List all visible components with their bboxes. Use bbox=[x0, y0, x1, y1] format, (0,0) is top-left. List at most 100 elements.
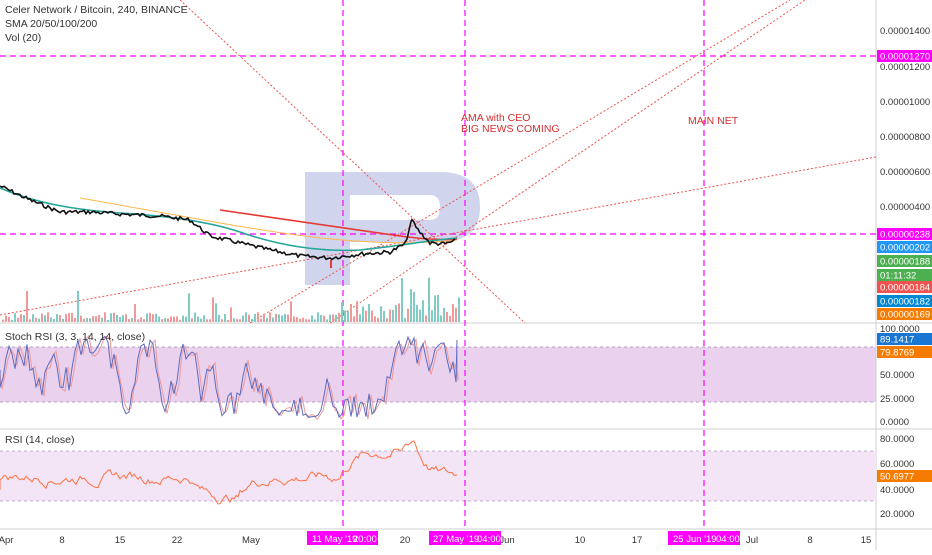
time-marker-jun25: 25 Jun '19 04:00 bbox=[668, 531, 740, 545]
volume-bar bbox=[254, 313, 256, 322]
volume-bar bbox=[86, 318, 88, 322]
volume-bar bbox=[146, 313, 148, 322]
volume-bar bbox=[56, 314, 58, 322]
volume-bars bbox=[2, 277, 460, 322]
price-tick: 0.00000600 bbox=[880, 167, 930, 178]
volume-bar bbox=[125, 314, 127, 322]
trend-lines bbox=[0, 0, 877, 324]
volume-bar bbox=[308, 319, 310, 322]
price-series bbox=[0, 185, 456, 261]
volume-bar bbox=[425, 315, 427, 322]
volume-bar bbox=[32, 314, 34, 322]
volume-bar bbox=[305, 319, 307, 322]
volume-bar bbox=[218, 314, 220, 322]
volume-bar bbox=[455, 307, 457, 322]
volume-bar bbox=[380, 306, 382, 322]
volume-bar bbox=[179, 319, 181, 322]
rsi-tick: 60.0000 bbox=[880, 459, 914, 470]
volume-bar bbox=[314, 319, 316, 322]
volume-bar bbox=[257, 312, 259, 322]
rsi-axis[interactable]: 80.0000 60.0000 40.0000 20.0000 bbox=[880, 434, 914, 520]
annotation-news: BIG NEWS COMING bbox=[461, 123, 560, 135]
volume-bar bbox=[26, 290, 28, 322]
volume-bar bbox=[59, 315, 61, 322]
volume-bar bbox=[23, 314, 25, 322]
stoch-k-badge: 89.1417 bbox=[877, 333, 932, 346]
time-tick: Jun bbox=[499, 535, 514, 546]
volume-bar bbox=[437, 294, 439, 322]
volume-bar bbox=[440, 315, 442, 322]
volume-bar bbox=[419, 309, 421, 322]
time-marker-may27: 27 May '19 04:00 bbox=[429, 531, 501, 545]
volume-bar bbox=[8, 316, 10, 322]
svg-text:27 May '19: 27 May '19 bbox=[433, 534, 479, 545]
volume-bar bbox=[320, 314, 322, 322]
volume-bar bbox=[149, 312, 151, 322]
volume-bar bbox=[68, 313, 70, 322]
volume-bar bbox=[416, 305, 418, 322]
volume-bar bbox=[224, 314, 226, 322]
volume-bar bbox=[317, 312, 319, 322]
volume-bar bbox=[131, 317, 133, 322]
volume-bar bbox=[236, 319, 238, 322]
time-marker-may11: 11 May '19 20:00 bbox=[307, 531, 378, 545]
volume-bar bbox=[275, 313, 277, 322]
volume-bar bbox=[233, 318, 235, 322]
time-tick: 15 bbox=[861, 535, 872, 546]
volume-bar bbox=[335, 314, 337, 322]
volume-bar bbox=[41, 313, 43, 322]
time-tick: Apr bbox=[0, 535, 13, 546]
volume-bar bbox=[377, 317, 379, 322]
svg-text:04:00: 04:00 bbox=[477, 534, 501, 545]
volume-bar bbox=[98, 315, 100, 322]
chart-title: Celer Network / Bitcoin, 240, BINANCE bbox=[5, 4, 188, 16]
stoch-axis[interactable]: 100.0000 50.0000 25.0000 0.0000 bbox=[880, 324, 920, 428]
volume-bar bbox=[368, 303, 370, 322]
volume-bar bbox=[143, 319, 145, 322]
volume-bar bbox=[50, 317, 52, 322]
volume-bar bbox=[449, 315, 451, 322]
volume-bar bbox=[53, 319, 55, 322]
time-tick: 20 bbox=[400, 535, 411, 546]
volume-bar bbox=[107, 319, 109, 322]
stoch-tick: 0.0000 bbox=[880, 417, 909, 428]
volume-bar bbox=[227, 319, 229, 322]
volume-bar bbox=[389, 309, 391, 322]
volume-bar bbox=[284, 313, 286, 322]
time-axis[interactable]: Apr 8 15 22 May 20 Jun 10 17 Jul 8 15 bbox=[0, 535, 871, 546]
time-tick: 8 bbox=[807, 535, 812, 546]
price-axis[interactable]: 0.00001400 0.00001200 0.00001000 0.00000… bbox=[880, 26, 930, 213]
volume-bar bbox=[200, 318, 202, 322]
volume-bar bbox=[269, 312, 271, 322]
volume-bar bbox=[110, 313, 112, 322]
volume-bar bbox=[176, 316, 178, 322]
volume-bar bbox=[248, 314, 250, 322]
volume-bar bbox=[353, 316, 355, 322]
volume-bar bbox=[20, 314, 22, 322]
svg-text:04:00: 04:00 bbox=[716, 534, 740, 545]
volume-bar bbox=[203, 315, 205, 322]
volume-bar bbox=[101, 317, 103, 322]
price-badges: 0.00000202 0.00000188 01:11:320.00000184 0.… bbox=[877, 241, 932, 321]
volume-bar bbox=[398, 303, 400, 322]
volume-bar bbox=[212, 297, 214, 322]
volume-bar bbox=[188, 293, 190, 322]
volume-bar bbox=[245, 312, 247, 322]
volume-bar bbox=[29, 319, 31, 322]
volume-bar bbox=[344, 310, 346, 322]
sma-50-line bbox=[0, 187, 458, 252]
volume-bar bbox=[185, 316, 187, 322]
volume-bar bbox=[272, 317, 274, 322]
event-markers bbox=[342, 0, 705, 529]
rsi-tick: 40.0000 bbox=[880, 485, 914, 496]
volume-bar bbox=[422, 300, 424, 322]
volume-bar bbox=[383, 310, 385, 322]
svg-text:0.00000238: 0.00000238 bbox=[880, 230, 930, 241]
volume-bar bbox=[77, 290, 79, 322]
svg-text:11 May '19: 11 May '19 bbox=[312, 534, 357, 545]
volume-bar bbox=[14, 313, 16, 322]
volume-bar bbox=[173, 316, 175, 322]
volume-bar bbox=[209, 319, 211, 322]
